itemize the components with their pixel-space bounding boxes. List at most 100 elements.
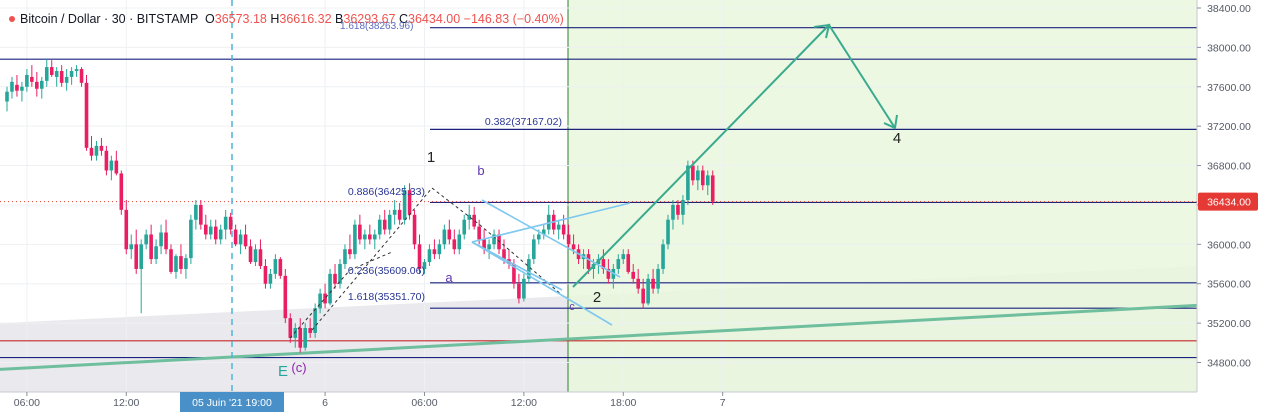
candle-body [35, 81, 39, 89]
price-tick-label: 37200.00 [1207, 121, 1251, 133]
candle-body [432, 249, 437, 255]
close-label: C [399, 12, 409, 26]
candle-body [631, 271, 636, 279]
close-value: 36434.00 [408, 12, 461, 26]
candle-body [586, 254, 591, 269]
candle-body [243, 234, 248, 247]
candle-body [671, 204, 675, 220]
candle-body [79, 69, 84, 83]
candle-body [427, 249, 432, 263]
price-tick-label: 34800.00 [1207, 357, 1251, 369]
fib-label-886: 0.886(36425.33) [348, 186, 425, 198]
candle-body [616, 259, 621, 269]
candle-body [407, 190, 412, 215]
candle-body [223, 216, 228, 230]
price-tick-label: 35200.00 [1207, 318, 1251, 330]
candle-body [636, 278, 640, 289]
candle-body [30, 76, 34, 82]
candle-body [676, 204, 680, 215]
candle-body [666, 219, 670, 245]
time-tick-label: 7 [720, 397, 726, 409]
time-axis[interactable] [0, 392, 1197, 420]
candle-body [571, 244, 576, 250]
high-value: 36616.32 [279, 12, 332, 26]
candle-body [661, 244, 665, 269]
candle-body [253, 249, 258, 263]
candle-body [189, 219, 193, 259]
candle-body [656, 268, 660, 289]
candle-body [94, 145, 99, 156]
time-tick-label: 06:00 [411, 397, 437, 409]
candle-body [691, 165, 695, 181]
candle-body [149, 234, 153, 260]
candle-body [20, 86, 24, 91]
candle-body [124, 209, 129, 250]
candle-body [199, 204, 203, 225]
candle-body [462, 219, 467, 235]
candle-body [293, 328, 298, 338]
candle-body [283, 275, 288, 319]
candle-body [532, 239, 536, 260]
candle-body [154, 246, 158, 260]
candle-body [681, 200, 685, 215]
candle-body [556, 224, 561, 230]
candle-body [134, 244, 139, 269]
low-value: 36293.67 [343, 12, 396, 26]
crosshair-time-badge [180, 392, 284, 412]
candle-body [179, 256, 183, 269]
candle-body [417, 244, 422, 269]
candle-body [263, 265, 268, 284]
time-tick-label: 12:00 [113, 397, 139, 409]
symbol-title: Bitcoin / Dollar · 30 · BITSTAMP [20, 12, 199, 26]
current-price-badge [1198, 192, 1258, 211]
candle-body [184, 258, 188, 269]
crosshair-time-label: 05 Juin '21 19:00 [192, 397, 272, 409]
candle-body [422, 262, 427, 269]
open-value: 36573.18 [214, 12, 267, 26]
candle-body [114, 160, 119, 174]
candle-body [323, 293, 327, 304]
channel-line [481, 199, 621, 278]
change-value: −146.83 (−0.40%) [463, 12, 564, 26]
candle-body [338, 264, 342, 284]
symbol-header: Bitcoin / Dollar · 30 · BITSTAMP O36573.… [6, 12, 564, 26]
candle-body [64, 76, 69, 83]
wave-label-c-paren: (c) [291, 360, 306, 375]
candle-body [686, 165, 690, 201]
candle-body [258, 249, 263, 266]
price-tick-label: 38400.00 [1207, 3, 1251, 15]
candle-body [412, 214, 417, 245]
candle-body [303, 328, 307, 348]
candle-body [606, 268, 611, 279]
price-tick-label: 36800.00 [1207, 161, 1251, 173]
candle-body [74, 69, 79, 72]
candle-body [621, 254, 626, 260]
candle-body [15, 84, 19, 91]
candle-body [377, 219, 382, 235]
candle-body [159, 232, 163, 247]
candle-body [467, 214, 472, 220]
candle-body [313, 308, 317, 333]
candle-body [492, 234, 496, 245]
candle-body [308, 328, 312, 333]
wave-label-a: a [445, 270, 453, 285]
candle-body [626, 254, 631, 272]
time-tick-label: 06:00 [14, 397, 40, 409]
candle-body [382, 219, 387, 230]
wave-dashed-path [311, 187, 563, 331]
candle-body [561, 224, 566, 235]
status-dot [9, 16, 15, 22]
candle-body [696, 170, 700, 181]
price-tick-label: 37600.00 [1207, 82, 1251, 94]
candle-body [218, 229, 223, 240]
candle-body [273, 259, 278, 274]
wave-label-4: 4 [893, 130, 901, 147]
candle-body [99, 145, 104, 151]
candle-body [10, 81, 14, 92]
candle-body [452, 239, 457, 250]
candle-body [5, 91, 9, 102]
candle-body [69, 71, 74, 77]
candle-body [353, 224, 357, 255]
